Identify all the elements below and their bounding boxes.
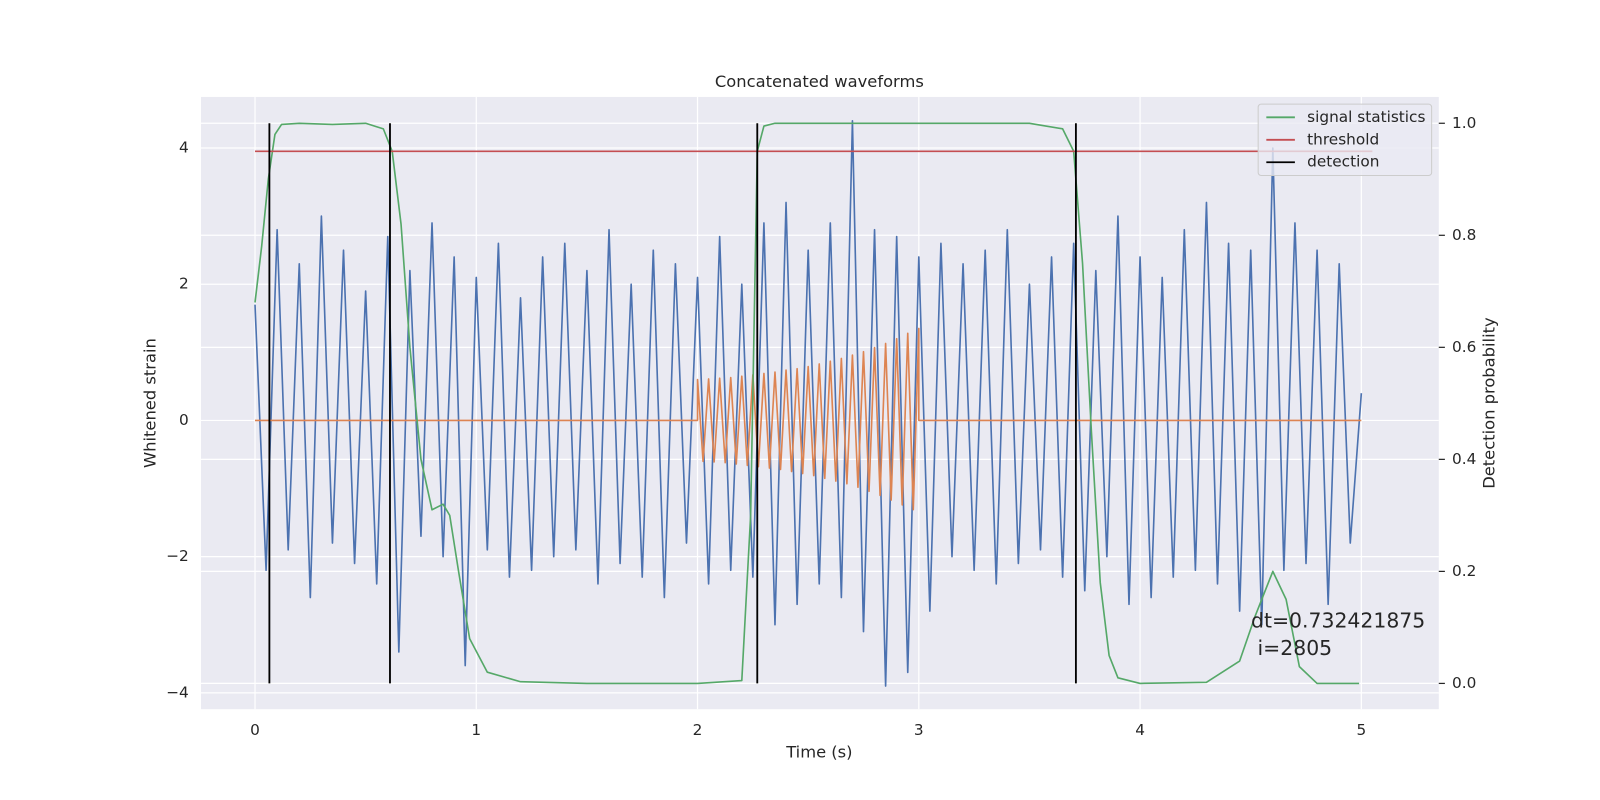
x-tick-label: 5 [1356,721,1366,739]
marks [254,119,1373,687]
y2-tick-label: 0.8 [1452,226,1476,244]
annotation: dt=0.732421875 i=2805 [1251,608,1425,660]
legend-label: detection [1307,153,1379,171]
legend-label: threshold [1307,130,1379,148]
y2-tick-label: 0.2 [1452,562,1476,580]
x-axis-label: Time (s) [785,743,852,762]
legend-label: signal statistics [1307,108,1425,126]
x-tick-label: 0 [250,721,260,739]
y2-tick-label: 0.6 [1452,338,1476,356]
ticks: 0 1 2 3 4 5 −4 −2 0 2 4 0.0 0.2 0.4 0.6 0.8 1.0 [166,114,1476,739]
y2-tick-label: 1.0 [1452,114,1476,132]
y2-axis-label: Detection probability [1479,317,1498,489]
y-tick-label: −4 [166,683,189,701]
y-tick-label: 4 [179,139,189,157]
y2-tick-label: 0.4 [1452,450,1476,468]
y2-tick-label: 0.0 [1452,674,1476,692]
legend: signal statistics threshold detection [1257,103,1433,177]
x-tick-label: 1 [471,721,481,739]
y-tick-label: −2 [166,547,189,565]
annotation-text: dt=0.732421875 [1251,608,1425,632]
chart-title: Concatenated waveforms [715,72,924,91]
series-line [254,122,1360,685]
series-line [255,327,1362,511]
x-tick-label: 4 [1135,721,1145,739]
legend-box [1257,103,1433,177]
y-axis-label: Whitened strain [141,338,160,468]
plot-area [201,96,1439,710]
annotation-text: i=2805 [1251,636,1332,660]
x-tick-label: 2 [693,721,703,739]
y-tick-label: 0 [179,411,189,429]
x-tick-label: 3 [914,721,924,739]
y-tick-label: 2 [179,275,189,293]
series-line [254,119,1363,687]
